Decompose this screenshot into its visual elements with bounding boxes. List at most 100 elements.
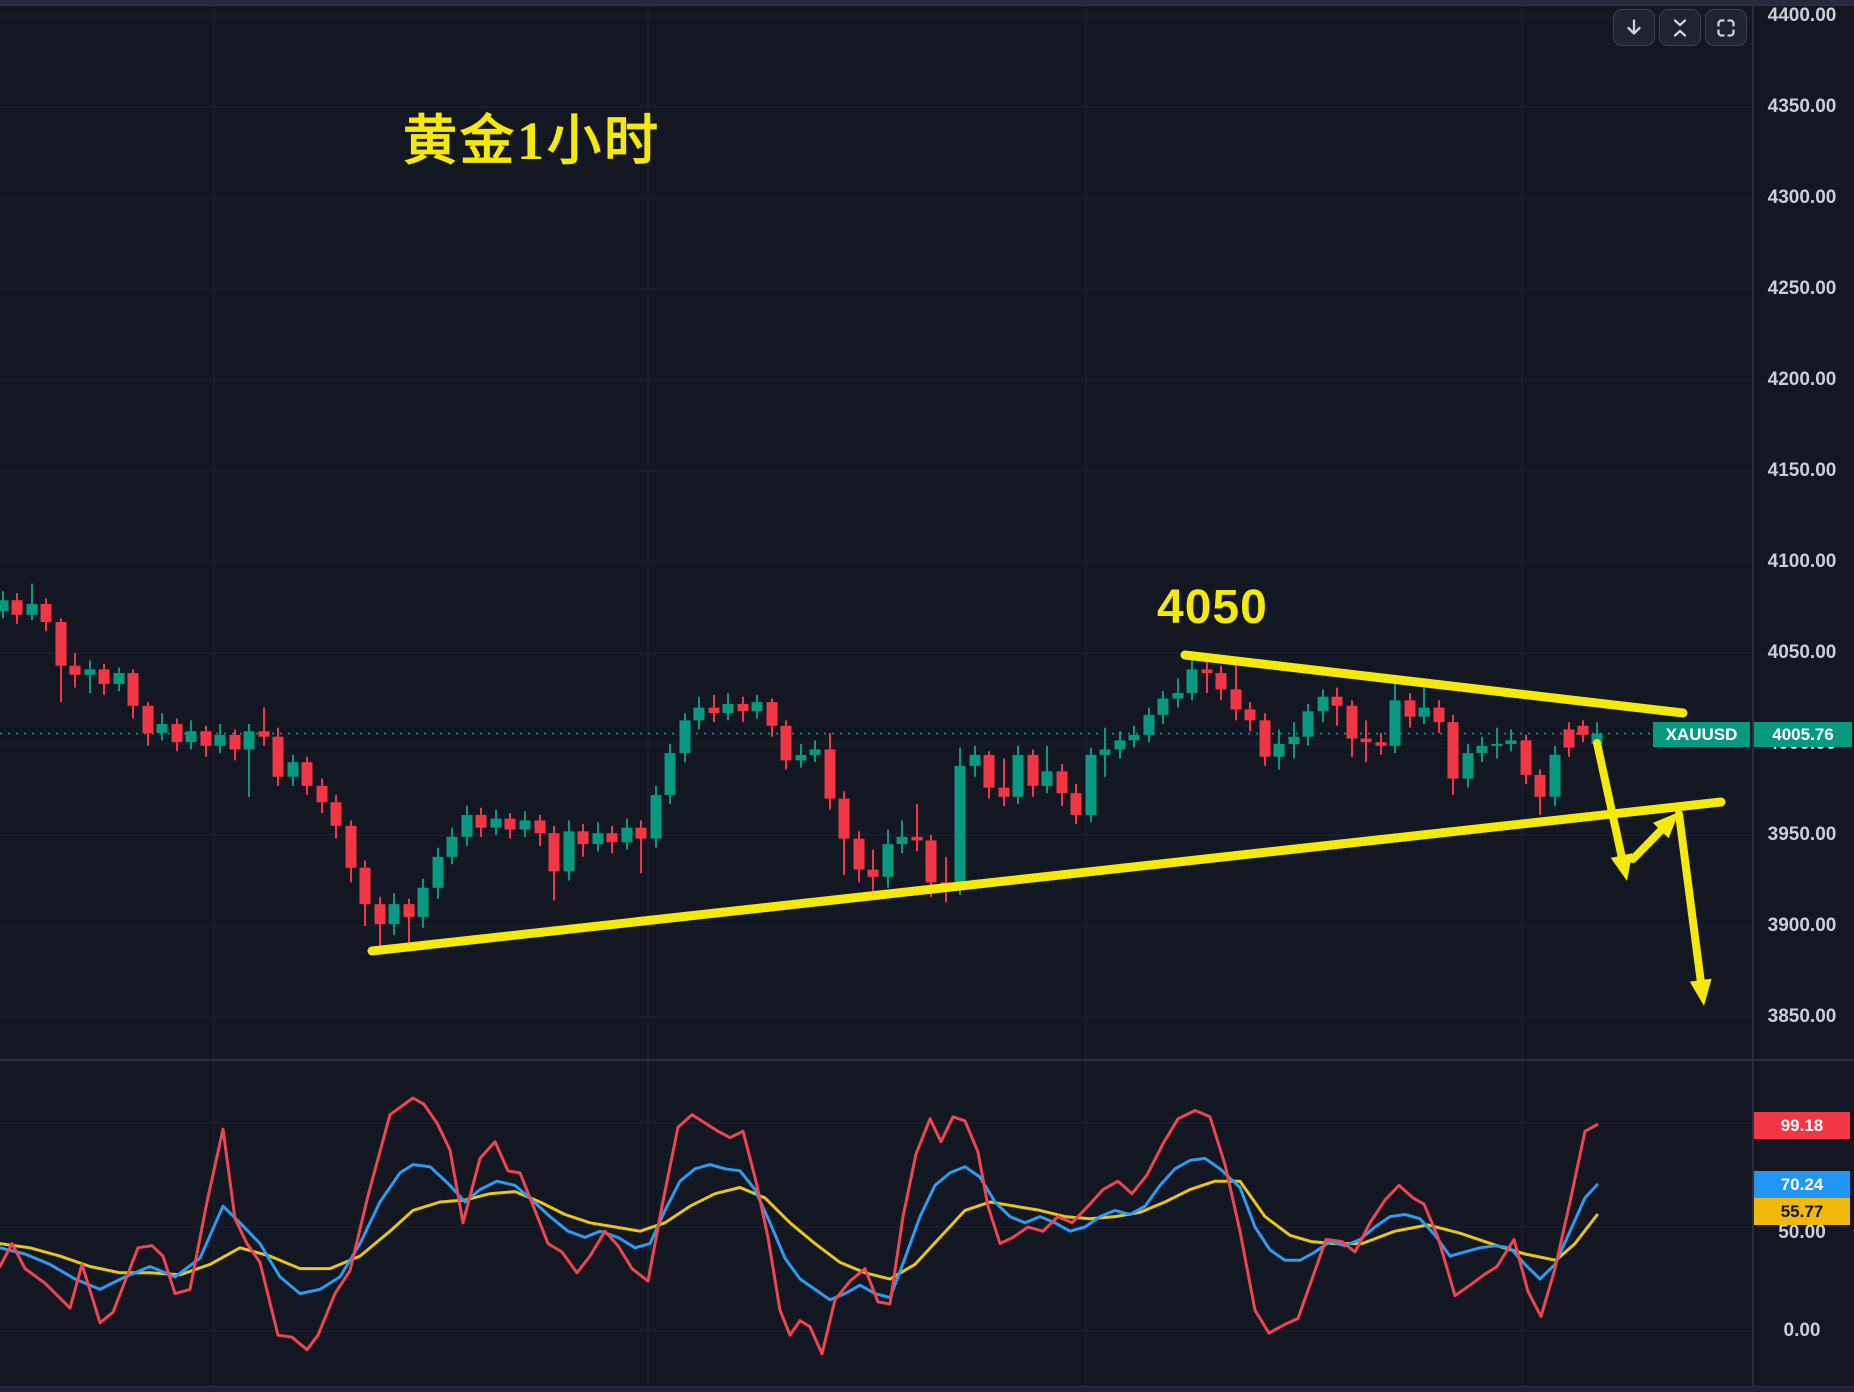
pane-divider[interactable] [0, 1059, 1854, 1061]
scroll-to-recent-button[interactable] [1613, 9, 1655, 46]
candle[interactable] [403, 904, 415, 917]
candle[interactable] [446, 836, 458, 857]
candle[interactable] [1331, 696, 1343, 706]
candle[interactable] [983, 754, 995, 788]
candle[interactable] [1447, 722, 1459, 779]
candle[interactable] [1317, 696, 1329, 712]
candle[interactable] [809, 749, 821, 755]
candle[interactable] [1288, 736, 1300, 744]
candle[interactable] [650, 794, 662, 839]
candle[interactable] [1186, 669, 1198, 694]
candle[interactable] [185, 731, 197, 743]
candle[interactable] [69, 665, 81, 675]
fullscreen-button[interactable] [1705, 9, 1747, 46]
candle[interactable] [490, 818, 502, 828]
candle[interactable] [780, 725, 792, 761]
candle[interactable] [1360, 738, 1372, 743]
candle[interactable] [1041, 771, 1053, 786]
candle[interactable] [1157, 698, 1169, 715]
candle[interactable] [664, 753, 676, 795]
candle[interactable] [577, 831, 589, 845]
candle[interactable] [330, 802, 342, 826]
candle[interactable] [316, 785, 328, 803]
candle[interactable] [1476, 745, 1488, 754]
candle[interactable] [679, 720, 691, 754]
candle[interactable] [606, 833, 618, 843]
candle[interactable] [563, 831, 575, 872]
candle[interactable] [621, 827, 633, 843]
candle[interactable] [1273, 744, 1285, 757]
candle[interactable] [40, 603, 52, 623]
candle[interactable] [1404, 700, 1416, 717]
candle[interactable] [374, 904, 386, 925]
candle[interactable] [388, 904, 400, 925]
candle[interactable] [795, 754, 807, 761]
candle[interactable] [693, 707, 705, 721]
candle[interactable] [998, 787, 1010, 797]
candle[interactable] [1201, 669, 1213, 674]
candle[interactable] [1259, 720, 1271, 757]
candle[interactable] [1418, 707, 1430, 717]
candle[interactable] [1375, 742, 1387, 746]
candle[interactable] [1433, 707, 1445, 723]
candle[interactable] [911, 836, 923, 841]
drop-arrow-2[interactable] [1675, 810, 1706, 989]
ascending-support[interactable] [367, 797, 1726, 956]
candle[interactable] [1027, 754, 1039, 786]
candle[interactable] [737, 703, 749, 712]
candle[interactable] [1143, 714, 1155, 735]
candle[interactable] [1128, 734, 1140, 741]
candle[interactable] [635, 827, 647, 839]
candle[interactable] [84, 669, 96, 675]
candle[interactable] [548, 833, 560, 872]
candle[interactable] [1534, 774, 1546, 797]
candle[interactable] [954, 765, 966, 888]
candle[interactable] [519, 820, 531, 830]
candle[interactable] [156, 723, 168, 734]
candle[interactable] [824, 749, 836, 799]
candle[interactable] [171, 723, 183, 743]
candle[interactable] [838, 798, 850, 839]
candle[interactable] [969, 754, 981, 766]
candle[interactable] [1099, 749, 1111, 755]
candle[interactable] [1549, 754, 1561, 797]
candle[interactable] [55, 622, 67, 666]
candle[interactable] [1012, 754, 1024, 797]
retest-arrow[interactable] [1629, 823, 1668, 863]
candle[interactable] [504, 818, 516, 830]
candle[interactable] [896, 836, 908, 845]
candle[interactable] [1491, 744, 1503, 746]
candle[interactable] [345, 825, 357, 868]
candle[interactable] [1215, 673, 1227, 690]
candle[interactable] [867, 869, 879, 877]
candle[interactable] [229, 734, 241, 750]
candle[interactable] [1085, 754, 1097, 815]
candle[interactable] [882, 844, 894, 877]
candle[interactable] [287, 762, 299, 777]
candle[interactable] [1505, 740, 1517, 744]
candle[interactable] [1563, 729, 1575, 748]
candle[interactable] [1172, 693, 1184, 699]
candle[interactable] [1520, 740, 1532, 775]
candle[interactable] [113, 673, 125, 684]
candle[interactable] [1346, 705, 1358, 739]
candle[interactable] [1302, 711, 1314, 737]
candle[interactable] [301, 762, 313, 786]
candle[interactable] [1056, 771, 1068, 794]
candle[interactable] [708, 707, 720, 714]
candle[interactable] [200, 731, 212, 746]
candle[interactable] [925, 840, 937, 883]
candle[interactable] [853, 838, 865, 870]
candle[interactable] [1070, 793, 1082, 815]
drop-arrow-1[interactable] [1593, 739, 1627, 864]
candle[interactable] [432, 856, 444, 888]
candle[interactable] [1577, 725, 1589, 735]
candle[interactable] [98, 669, 110, 684]
candle[interactable] [127, 673, 139, 706]
candle[interactable] [0, 600, 9, 612]
candle[interactable] [142, 705, 154, 734]
candle[interactable] [722, 703, 734, 714]
candle[interactable] [272, 736, 284, 777]
candle[interactable] [359, 867, 371, 905]
